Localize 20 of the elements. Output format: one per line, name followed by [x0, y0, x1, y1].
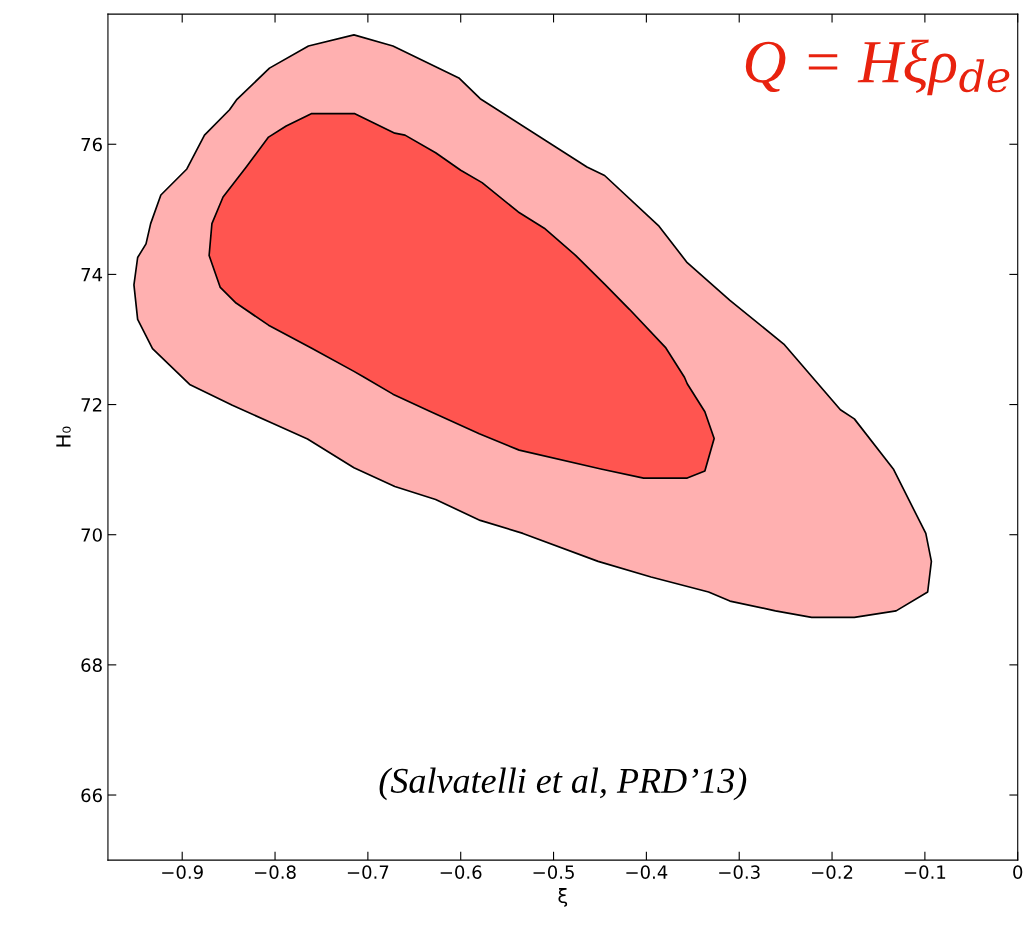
x-tick-label: −0.4 [626, 865, 668, 879]
annotation: (Salvatelli et al, PRD’13) [379, 767, 747, 801]
y-tick-label: 68 [81, 658, 102, 672]
x-tick-label: −0.1 [904, 865, 946, 879]
x-tick-label: −0.2 [812, 865, 853, 879]
x-tick-label: −0.7 [347, 865, 389, 879]
y-axis-title: H₀ [56, 426, 71, 447]
y-tick-label: 76 [81, 137, 102, 152]
x-axis-title: ξ [558, 887, 568, 907]
x-tick-label: −0.5 [533, 865, 574, 879]
y-tick-label: 66 [81, 788, 102, 803]
x-tick-label: −0.3 [719, 865, 760, 879]
x-tick-label: 0 [1013, 865, 1023, 879]
y-tick-label: 70 [81, 528, 102, 542]
y-tick-label: 72 [81, 398, 102, 412]
x-tick-label: −0.9 [162, 865, 203, 879]
x-tick-label: −0.6 [440, 865, 482, 879]
y-tick-label: 74 [81, 268, 103, 282]
x-tick-label: −0.8 [255, 865, 296, 879]
annotation: Q = Hξρ$_{de}$ [745, 39, 1010, 96]
